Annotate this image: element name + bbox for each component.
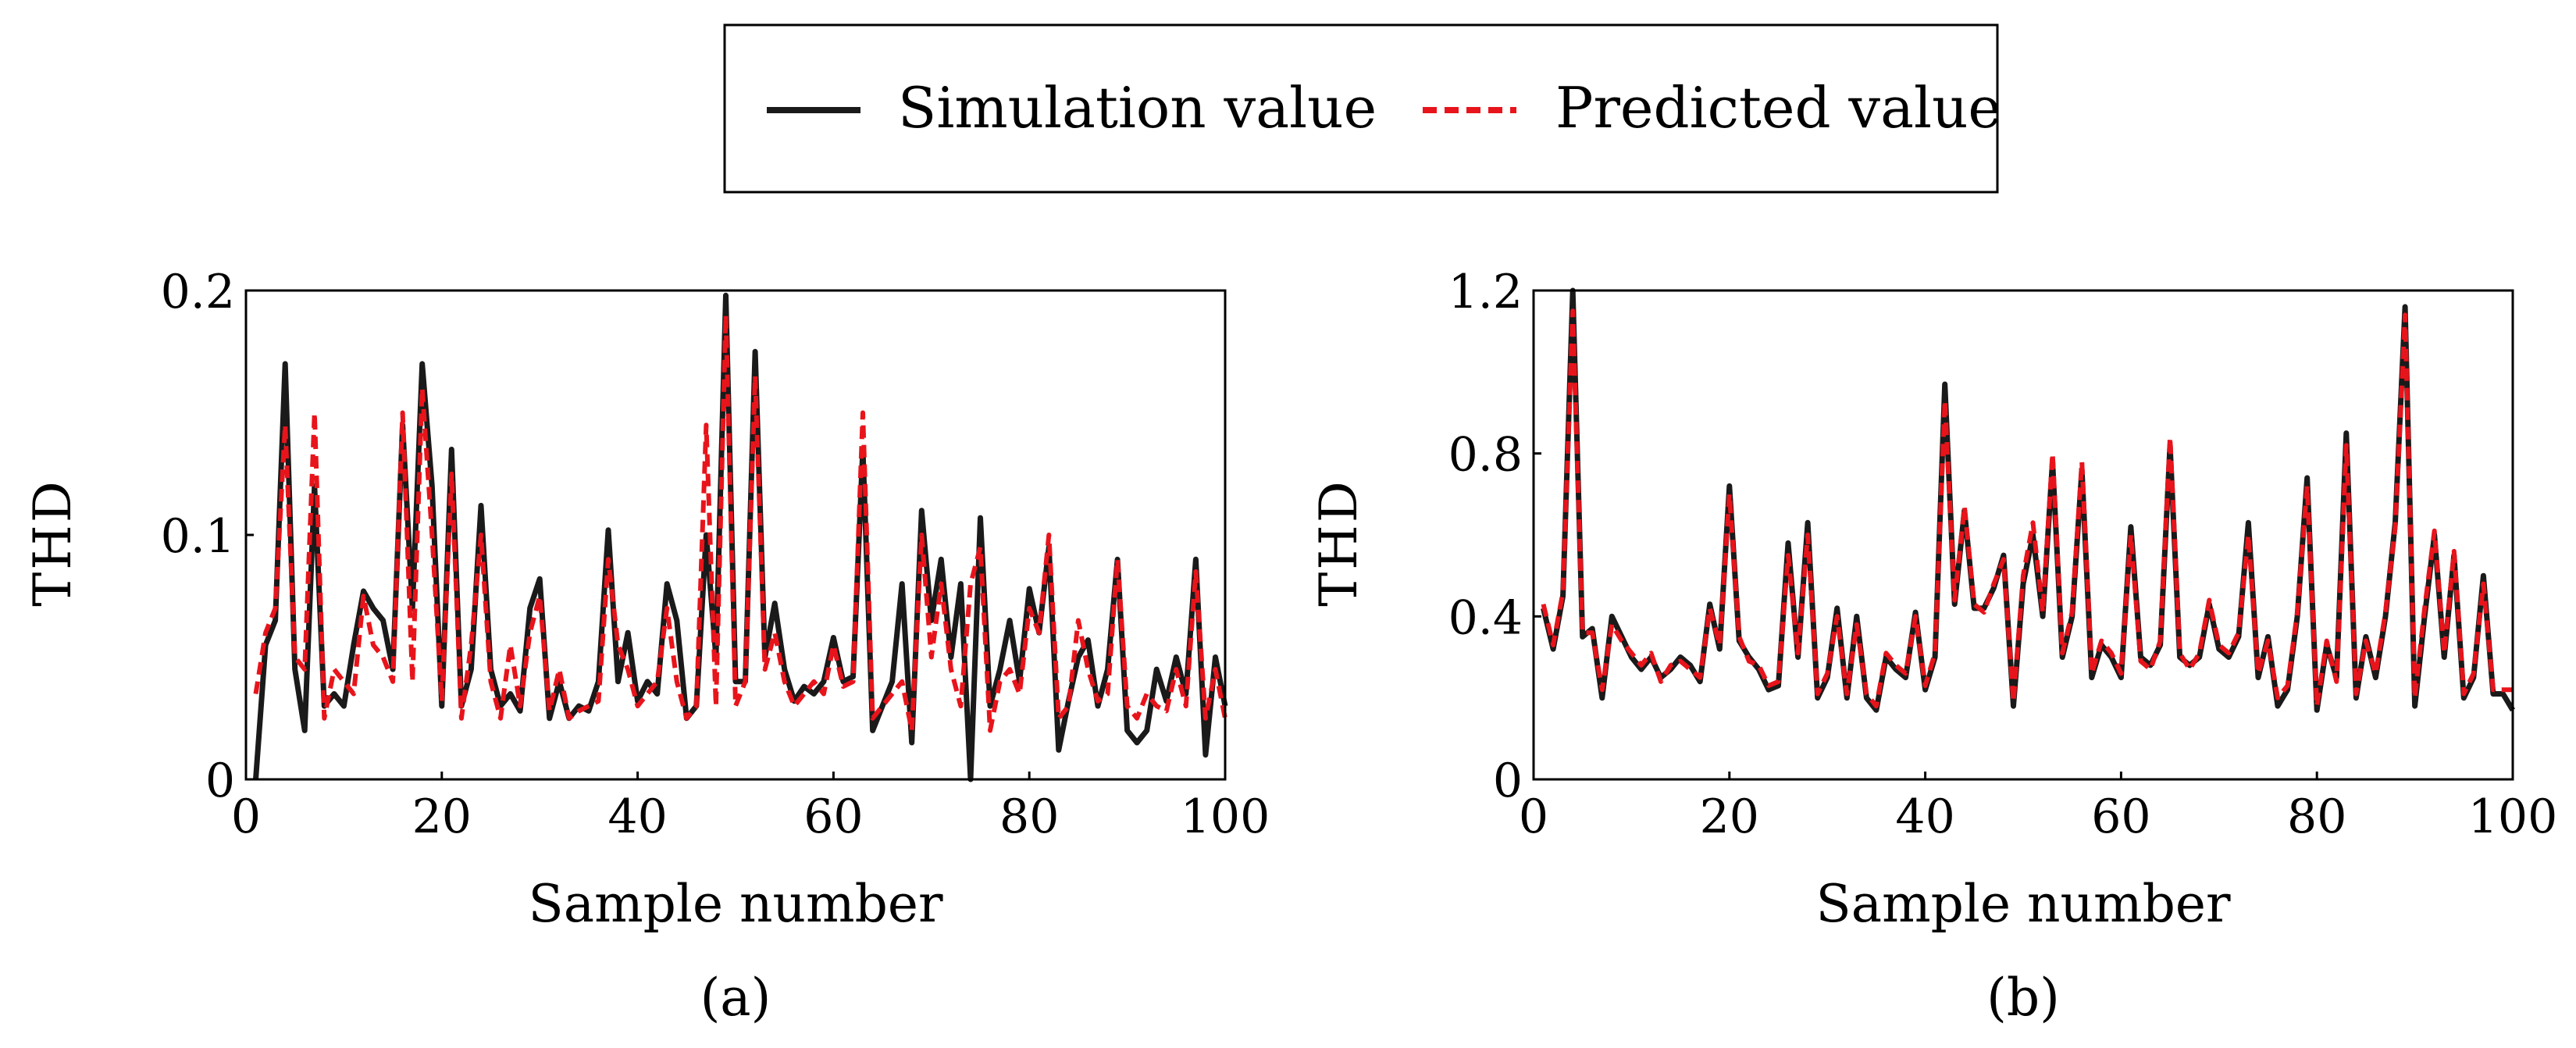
chart-b-xtick-label: 20 bbox=[1700, 790, 1759, 844]
chart-b-xtick-label: 100 bbox=[2468, 790, 2558, 844]
legend-box bbox=[723, 23, 1999, 194]
chart-a-xtick-label: 20 bbox=[412, 790, 472, 844]
chart-b-xtick-label: 0 bbox=[1519, 790, 1548, 844]
chart-b-ytick-label: 1.2 bbox=[1448, 265, 1523, 319]
chart-b-xtick-label: 40 bbox=[1895, 790, 1954, 844]
chart-b: THD 0 0.4 0.8 1.2 0 20 40 60 80 100 Sample numbe… bbox=[1309, 265, 2557, 1028]
chart-a-ytick-label: 0.1 bbox=[161, 509, 235, 564]
legend-label-simulation: Simulation value bbox=[898, 75, 1377, 141]
chart-b-xtick-label: 60 bbox=[2091, 790, 2150, 844]
legend: Simulation value Predicted value bbox=[723, 23, 2001, 194]
chart-a-ytick-label: 0 bbox=[205, 754, 235, 808]
legend-label-predicted: Predicted value bbox=[1555, 75, 2001, 141]
chart-a-xtick-label: 40 bbox=[607, 790, 667, 844]
chart-b-frame bbox=[1532, 289, 2514, 781]
chart-a-ylabel: THD bbox=[23, 479, 83, 607]
chart-b-caption: (b) bbox=[1986, 968, 2060, 1028]
chart-a-xlabel: Sample number bbox=[529, 874, 943, 934]
chart-a-series-predicted-line bbox=[253, 312, 1227, 733]
chart-a-xtick-label: 60 bbox=[803, 790, 863, 844]
chart-a-xtick-label: 80 bbox=[999, 790, 1059, 844]
chart-a-caption: (a) bbox=[700, 968, 771, 1028]
chart-b-xtick-label: 80 bbox=[2287, 790, 2346, 844]
chart-b-xlabel: Sample number bbox=[1816, 874, 2231, 934]
chart-a: THD 0 0.1 0.2 0 20 40 60 80 100 Sample number (… bbox=[23, 265, 1270, 1028]
chart-b-series-predicted-line bbox=[1541, 308, 2513, 709]
chart-b-ylabel: THD bbox=[1309, 479, 1369, 607]
chart-a-frame bbox=[244, 289, 1227, 781]
chart-b-ytick-label: 0 bbox=[1493, 754, 1523, 808]
chart-a-xtick-label: 100 bbox=[1181, 790, 1270, 844]
chart-a-ytick-label: 0.2 bbox=[161, 265, 235, 319]
chart-b-ytick-label: 0.4 bbox=[1448, 590, 1523, 645]
chart-a-series-simulation-line bbox=[253, 292, 1228, 782]
chart-a-xtick-label: 0 bbox=[231, 790, 261, 844]
chart-b-ytick-label: 0.8 bbox=[1448, 428, 1523, 483]
